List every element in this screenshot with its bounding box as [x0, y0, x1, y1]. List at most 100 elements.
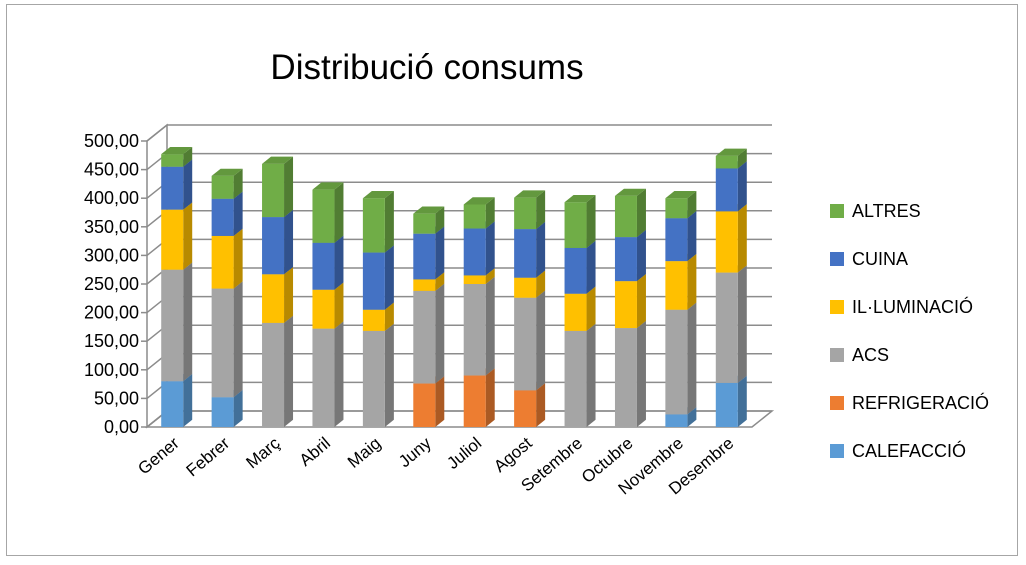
- bar-side: [384, 245, 394, 310]
- y-tick-label: 200,00: [84, 303, 139, 323]
- y-tick-label: 450,00: [84, 160, 139, 180]
- bar-side: [435, 376, 445, 427]
- bar-front: [211, 198, 234, 236]
- bar-front: [665, 261, 688, 310]
- bar-segment: [564, 323, 596, 427]
- bar-side: [737, 204, 747, 273]
- bar-stack-agost: [514, 190, 546, 427]
- x-tick-label: Juliol: [443, 434, 485, 473]
- bar-front: [614, 281, 637, 329]
- legend-label: IL·LUMINACIÓ: [852, 296, 973, 317]
- bar-segment: [715, 375, 747, 427]
- bar-segment: [161, 159, 193, 210]
- bar-stack-abril: [312, 182, 344, 427]
- y-tick-label: 400,00: [84, 188, 139, 208]
- bar-side: [586, 286, 596, 331]
- bar-front: [362, 252, 385, 310]
- bar-side: [284, 267, 294, 323]
- bar-front: [413, 279, 436, 291]
- bar-side: [687, 253, 697, 310]
- bar-top: [312, 182, 344, 190]
- bar-front: [715, 155, 738, 169]
- bar-segment: [161, 146, 193, 167]
- bar-side: [284, 315, 294, 427]
- bar-front: [665, 414, 688, 427]
- bar-side: [334, 282, 344, 329]
- bar-front: [463, 228, 486, 276]
- bar-front: [161, 381, 184, 427]
- bar-side: [435, 272, 445, 291]
- bar-side: [183, 159, 193, 210]
- bar-front: [413, 290, 436, 384]
- bar-side: [183, 146, 193, 167]
- legend-swatch: [830, 204, 844, 218]
- bar-front: [463, 204, 486, 229]
- legend-label: ACS: [852, 345, 889, 365]
- bar-front: [362, 330, 385, 427]
- bar-front: [665, 198, 688, 219]
- bar-segment: [715, 161, 747, 212]
- bar-side: [435, 226, 445, 280]
- bar-top: [665, 191, 697, 199]
- bar-front: [161, 209, 184, 270]
- bar-top: [413, 206, 445, 214]
- bar-side: [183, 374, 193, 427]
- bar-side: [536, 270, 546, 298]
- bar-side: [536, 383, 546, 427]
- y-tick-label: 0,00: [104, 417, 139, 437]
- bars: [161, 146, 747, 427]
- bar-segment: [665, 211, 697, 262]
- legend-label: REFRIGERACIÓ: [852, 392, 989, 413]
- bar-front: [564, 202, 587, 248]
- bar-stack-gener: [161, 146, 193, 427]
- bar-stack-juliol: [463, 197, 495, 427]
- bar-front: [161, 269, 184, 382]
- legend-item: ACS: [830, 345, 889, 365]
- bar-segment: [211, 228, 243, 289]
- bar-front: [161, 154, 184, 167]
- bar-front: [715, 211, 738, 273]
- legend-swatch: [830, 348, 844, 362]
- legend-label: CUINA: [852, 249, 908, 269]
- x-tick-label: Juny: [395, 433, 435, 471]
- bar-segment: [564, 195, 596, 248]
- bar-side: [334, 321, 344, 427]
- legend: ALTRES CUINA IL·LUMINACIÓ ACS REFRIGERACIÓ CA…: [830, 201, 989, 461]
- bar-segment: [262, 156, 294, 218]
- bar-side: [183, 262, 193, 382]
- bar-segment: [161, 374, 193, 427]
- bar-segment: [614, 229, 646, 282]
- bar-front: [514, 297, 537, 391]
- bar-segment: [564, 240, 596, 294]
- bar-side: [485, 197, 495, 229]
- bar-segment: [665, 302, 697, 415]
- bar-side: [636, 229, 646, 282]
- bar-segment: [262, 315, 294, 427]
- bar-side: [384, 191, 394, 253]
- legend-item: IL·LUMINACIÓ: [830, 296, 973, 317]
- x-tick-label: Abril: [296, 434, 334, 470]
- bar-side: [183, 202, 193, 270]
- bar-side: [536, 190, 546, 230]
- bar-front: [715, 168, 738, 212]
- bar-side: [384, 323, 394, 427]
- bar-segment: [413, 226, 445, 280]
- x-tick-label: Març: [242, 433, 284, 472]
- y-tick-label: 250,00: [84, 274, 139, 294]
- gridline: [146, 124, 772, 142]
- bar-stack-desembre: [715, 148, 747, 427]
- bar-front: [614, 237, 637, 282]
- y-tick-label: 500,00: [84, 131, 139, 151]
- bar-side: [687, 191, 697, 219]
- stacked-bar-chart: Distribució consums 0,00 50,00 100,00 150,0…: [84, 48, 989, 498]
- bar-side: [737, 148, 747, 169]
- bar-front: [262, 274, 285, 323]
- bar-top: [564, 195, 596, 203]
- bar-front: [312, 289, 335, 329]
- bar-top: [362, 191, 394, 199]
- bar-segment: [665, 191, 697, 219]
- bar-segment: [211, 281, 243, 398]
- bar-side: [233, 191, 243, 236]
- bar-front: [312, 189, 335, 243]
- bar-side: [485, 221, 495, 276]
